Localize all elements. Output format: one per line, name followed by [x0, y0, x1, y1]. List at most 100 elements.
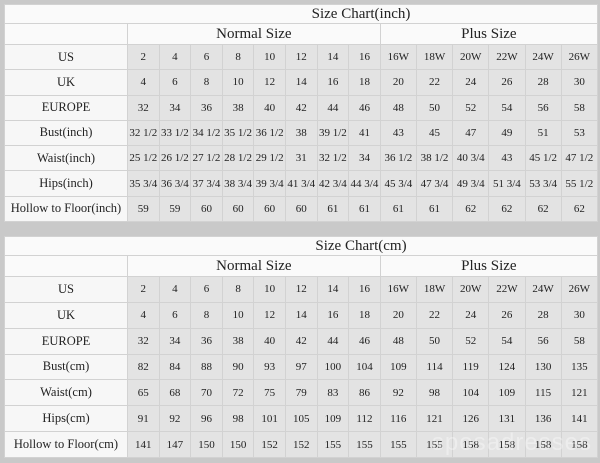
plus-size-cell: 136	[524, 405, 562, 433]
normal-size-cell: 72	[221, 379, 255, 407]
plus-size-cell: 124	[488, 353, 526, 381]
plus-size-cell: 53 3/4	[524, 170, 562, 197]
normal-size-cell: 100	[316, 353, 350, 381]
plus-size-cell: 116	[379, 405, 417, 433]
table-row: Waist(cm) 65 68 70 72 75 79 83 86 92 98 104 109 115 12…	[4, 379, 598, 407]
normal-size-cell: 18	[348, 69, 381, 96]
normal-size-cell: 59	[127, 195, 160, 223]
normal-size-cell: 4	[127, 301, 160, 329]
plus-size-cell: 49 3/4	[452, 170, 490, 197]
group-header-row: Normal Size Plus Size	[4, 23, 598, 45]
row-label: EUROPE	[4, 327, 128, 355]
normal-size-cell: 35 1/2	[221, 119, 255, 147]
normal-size-cell: 155	[348, 431, 381, 458]
normal-size-cell: 32 1/2	[316, 145, 350, 172]
normal-size-cell: 10	[253, 43, 286, 71]
chart-title: Size Chart(inch)	[4, 4, 598, 24]
plus-size-cell: 53	[560, 119, 598, 147]
normal-size-cell: 10	[253, 276, 286, 303]
normal-size-cell: 61	[316, 195, 350, 223]
plus-size-cell: 115	[524, 379, 562, 407]
plus-size-cell: 20	[379, 301, 417, 329]
plus-size-cell: 126	[452, 405, 490, 433]
normal-size-cell: 8	[190, 301, 223, 329]
normal-size-cell: 35 3/4	[127, 170, 160, 197]
normal-size-cell: 68	[158, 379, 192, 407]
plus-size-cell: 62	[488, 195, 526, 223]
row-label: Waist(inch)	[4, 145, 128, 172]
plus-size-cell: 47 1/2	[560, 145, 598, 172]
plus-size-cell: 54	[488, 327, 526, 355]
normal-size-cell: 60	[253, 195, 286, 223]
normal-size-cell: 36 3/4	[158, 170, 192, 197]
plus-size-cell: 131	[488, 405, 526, 433]
row-label: Bust(inch)	[4, 119, 128, 147]
normal-size-cell: 98	[221, 405, 255, 433]
normal-size-cell: 34 1/2	[190, 119, 223, 147]
plus-size-cell: 45 1/2	[524, 145, 562, 172]
normal-size-cell: 44	[316, 94, 350, 121]
plus-size-cell: 22W	[488, 276, 526, 303]
plus-size-cell: 26	[488, 301, 526, 329]
plus-size-cell: 22	[415, 301, 454, 329]
normal-size-cell: 4	[158, 276, 192, 303]
normal-size-cell: 46	[348, 327, 381, 355]
plus-size-cell: 62	[560, 195, 598, 223]
normal-size-cell: 152	[284, 431, 318, 458]
plus-size-cell: 155	[415, 431, 454, 458]
normal-size-cell: 2	[127, 43, 160, 71]
normal-size-cell: 2	[127, 276, 160, 303]
table-row: Hips(inch) 35 3/4 36 3/4 37 3/4 38 3/4 39 3/4…	[4, 170, 598, 197]
plus-size-cell: 48	[379, 94, 417, 121]
normal-size-cell: 6	[158, 301, 192, 329]
normal-size-cell: 28 1/2	[221, 145, 255, 172]
normal-size-cell: 91	[127, 405, 160, 433]
plus-size-cell: 58	[560, 327, 598, 355]
plus-size-cell: 43	[379, 119, 417, 147]
normal-size-cell: 59	[158, 195, 192, 223]
plus-size-cell: 121	[415, 405, 454, 433]
table-row: US 2 4 6 8 10 12 14 16 16W 18W 20W 22W 24W 26W	[4, 276, 598, 303]
plus-size-cell: 30	[560, 69, 598, 96]
normal-size-cell: 8	[221, 276, 255, 303]
empty-header-cell	[4, 255, 128, 277]
table-row: EUROPE 32 34 36 38 40 42 44 46 48 50 52 54 56 58	[4, 94, 598, 121]
plus-size-cell: 114	[415, 353, 454, 381]
chart-title: Size Chart(cm)	[4, 236, 598, 256]
plus-size-cell: 22	[415, 69, 454, 96]
size-chart-inch: Size Chart(inch) Normal Size Plus Size US 2 4…	[4, 4, 598, 223]
normal-size-cell: 104	[348, 353, 381, 381]
row-label: Hips(inch)	[4, 170, 128, 197]
plus-size-cell: 52	[452, 327, 490, 355]
normal-size-cell: 36 1/2	[253, 119, 286, 147]
plus-size-cell: 51	[524, 119, 562, 147]
plus-size-cell: 135	[560, 353, 598, 381]
plus-size-cell: 26W	[560, 276, 598, 303]
normal-size-cell: 29 1/2	[253, 145, 286, 172]
normal-size-cell: 37 3/4	[190, 170, 223, 197]
plus-size-cell: 45 3/4	[379, 170, 417, 197]
plus-size-cell: 38 1/2	[415, 145, 454, 172]
normal-size-cell: 105	[284, 405, 318, 433]
row-label: Hips(cm)	[4, 405, 128, 433]
plus-size-cell: 24W	[524, 43, 562, 71]
normal-size-cell: 6	[190, 276, 223, 303]
normal-size-cell: 112	[348, 405, 381, 433]
table-row: Hollow to Floor(cm) 141 147 150 150 152 152 155…	[4, 431, 598, 458]
normal-size-cell: 141	[127, 431, 160, 458]
plus-size-cell: 24W	[524, 276, 562, 303]
table-row: UK 4 6 8 10 12 14 16 18 20 22 24 26 28 30	[4, 301, 598, 329]
plus-size-cell: 62	[452, 195, 490, 223]
normal-size-cell: 27 1/2	[190, 145, 223, 172]
normal-size-header: Normal Size	[127, 255, 381, 277]
size-table: Size Chart(cm) Normal Size Plus Size US 2 4 6 8…	[4, 236, 598, 458]
plus-size-cell: 54	[488, 94, 526, 121]
normal-size-cell: 92	[158, 405, 192, 433]
normal-size-cell: 46	[348, 94, 381, 121]
normal-size-cell: 155	[316, 431, 350, 458]
plus-size-cell: 26W	[560, 43, 598, 71]
normal-size-cell: 16	[348, 276, 381, 303]
plus-size-header: Plus Size	[379, 23, 598, 45]
normal-size-cell: 42 3/4	[316, 170, 350, 197]
normal-size-cell: 36	[190, 94, 223, 121]
